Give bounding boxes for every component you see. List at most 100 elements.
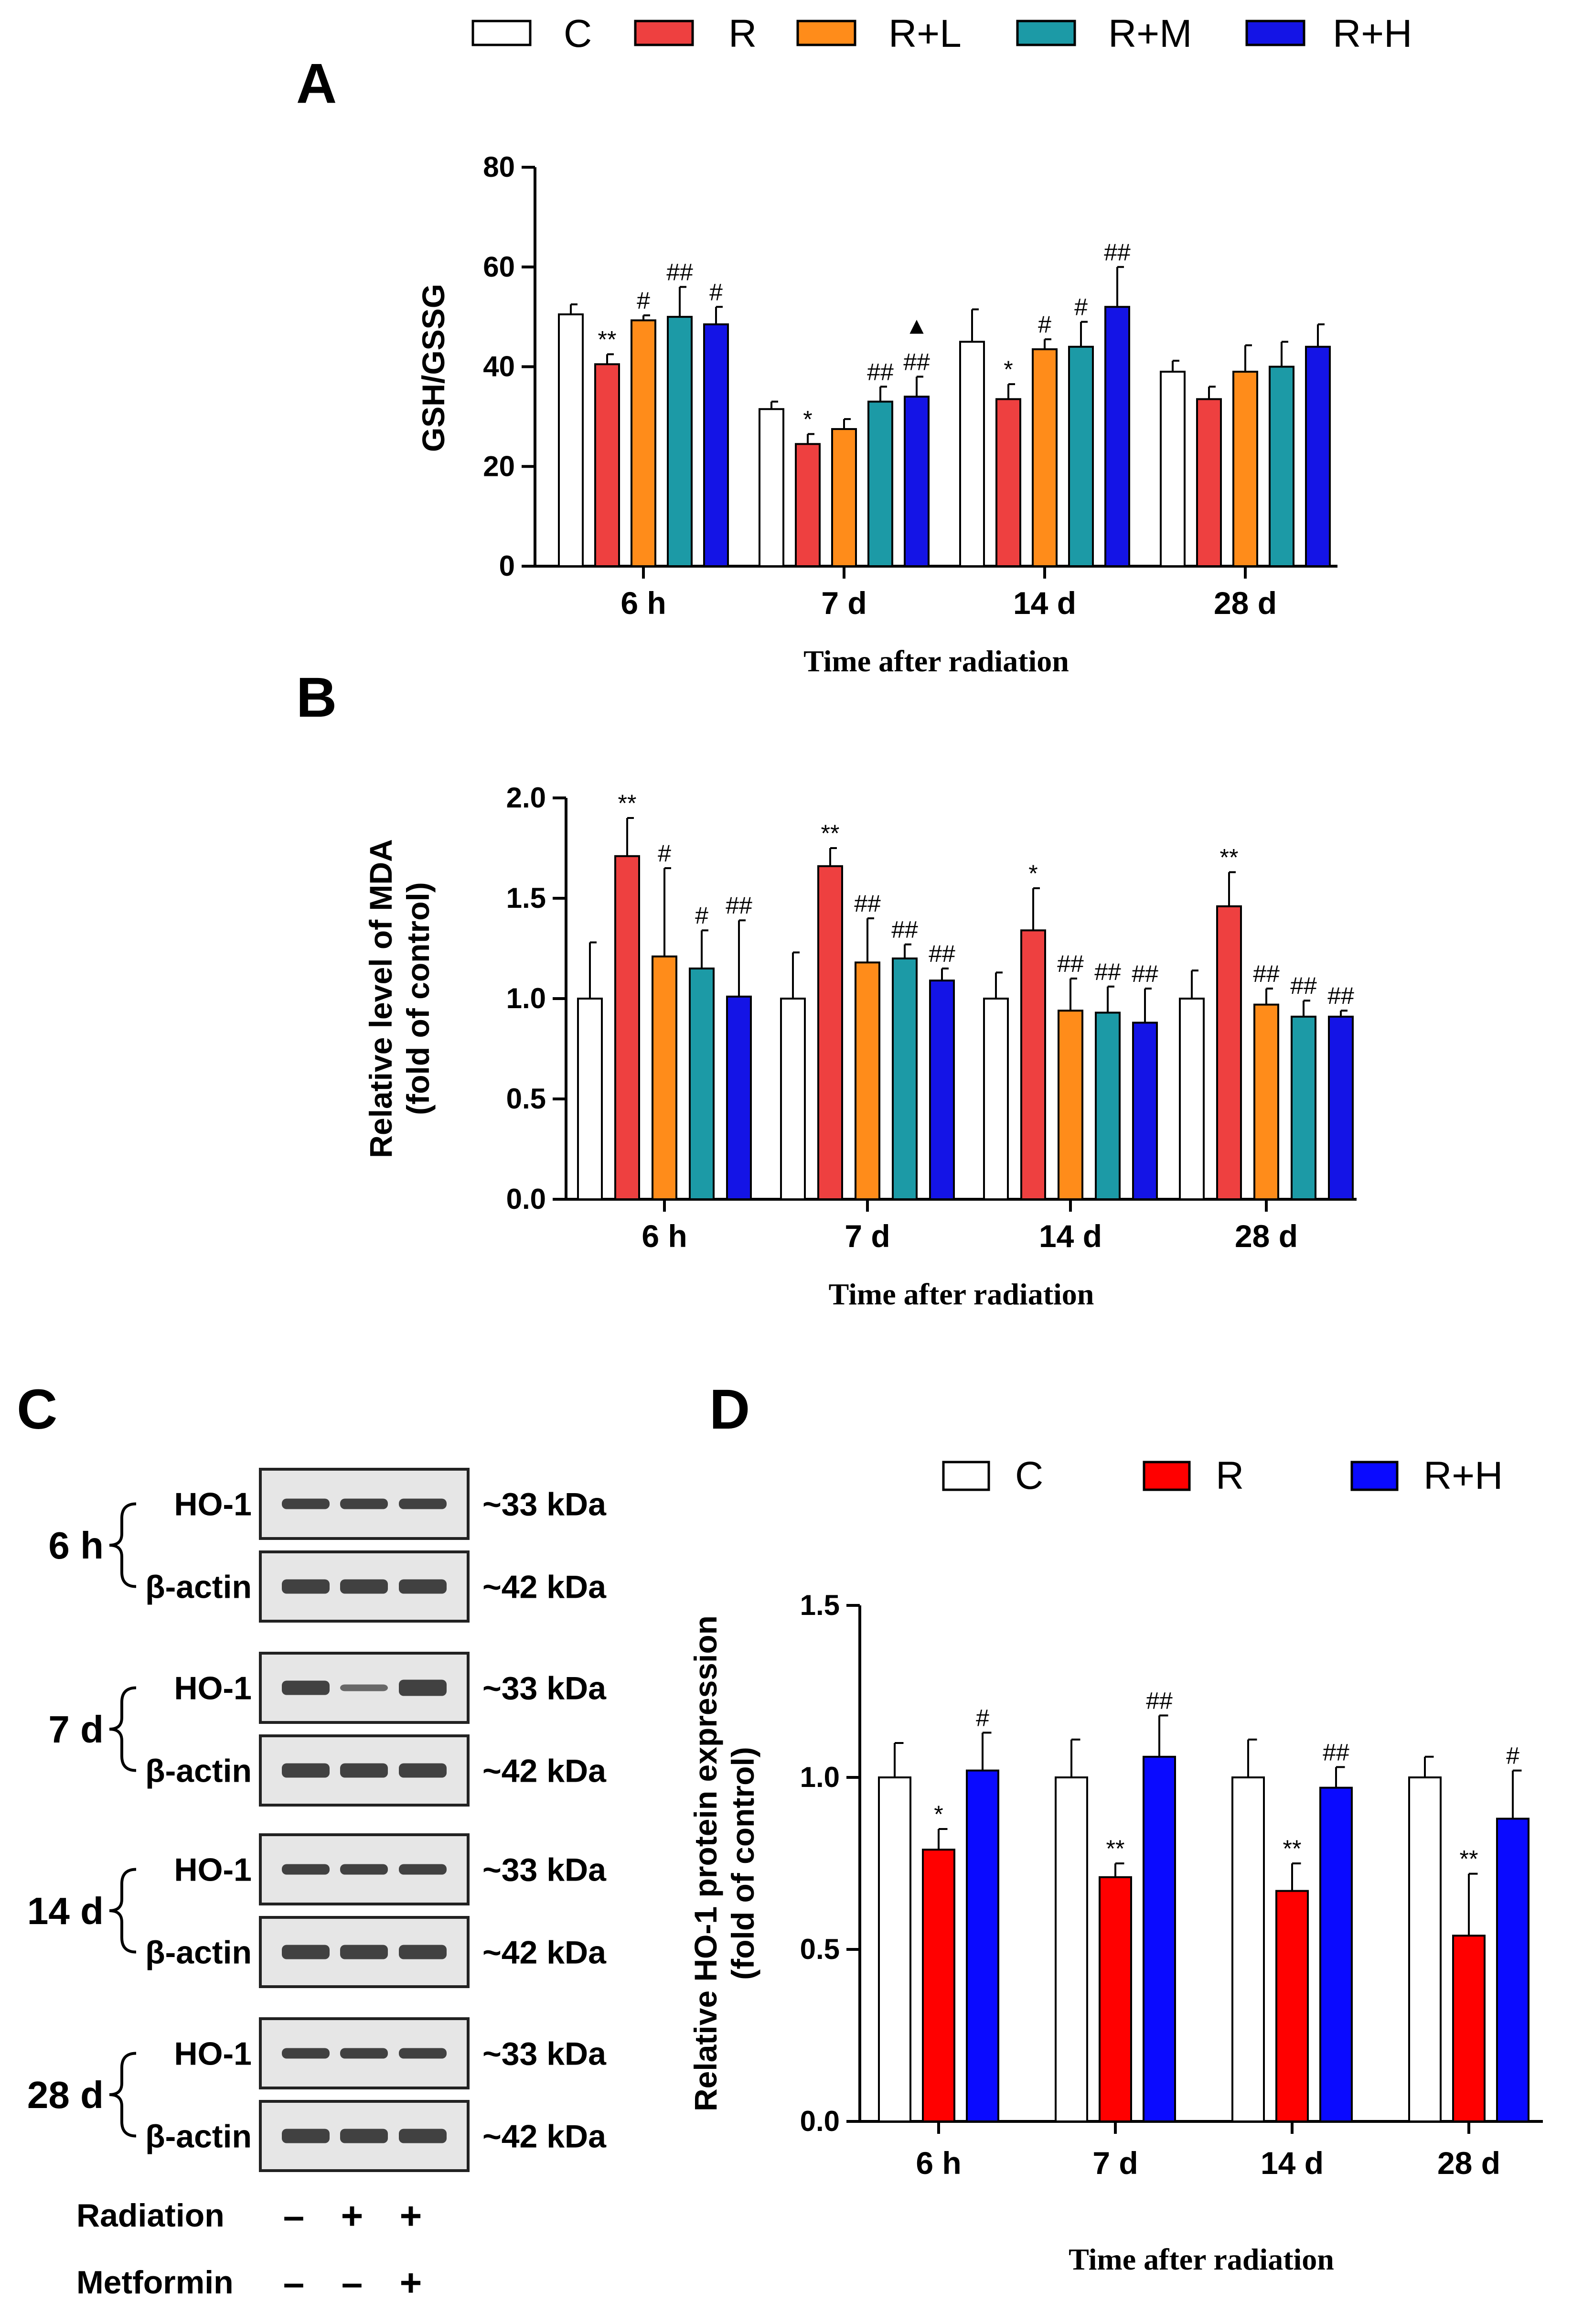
blot-band — [399, 1498, 447, 1509]
y-tick-label: 1.0 — [506, 982, 546, 1014]
brace — [109, 1502, 137, 1588]
blot-size-label: ~42 kDa — [482, 1569, 607, 1605]
y-axis-label-line: Relative HO-1 protein expression — [688, 1615, 723, 2111]
blot-band — [340, 1579, 388, 1594]
panel-letter-B: B — [296, 666, 337, 729]
x-tick-label: 28 d — [1437, 2145, 1500, 2181]
y-axis-label-line: GSH/GSSG — [416, 284, 451, 452]
legend-swatch-RL — [796, 20, 856, 46]
bar — [1095, 1011, 1121, 1200]
bar — [1291, 1015, 1316, 1201]
y-tick-label: 1.0 — [800, 1761, 840, 1793]
y-tick-label: 1.5 — [800, 1589, 840, 1621]
significance-label: ## — [891, 916, 918, 943]
chart-b: 0.00.51.01.52.06 h**## ##7 d**######14 d*… — [363, 782, 1357, 1311]
bar — [1055, 1776, 1088, 2122]
x-tick-label: 6 h — [916, 2145, 961, 2181]
bar — [1020, 929, 1046, 1200]
legend-swatch-RM — [1016, 20, 1076, 46]
bar — [1216, 905, 1242, 1201]
blot-protein-label: HO-1 — [174, 1486, 252, 1523]
blot-band — [282, 1945, 330, 1959]
blot-band — [282, 2048, 330, 2059]
top-legend: C R R+L R+M R+H — [471, 12, 1412, 55]
blot-protein-label: β-actin — [145, 1935, 252, 1971]
x-axis-label: Time after radiation — [829, 1277, 1094, 1311]
significance-label: ## — [903, 348, 930, 375]
significance-label: ## — [867, 358, 894, 385]
bar — [1452, 1935, 1486, 2122]
radiation-sign: – — [283, 2195, 305, 2237]
bar — [795, 443, 821, 567]
significance-label: ## — [726, 892, 752, 919]
significance-label: ## — [1253, 960, 1280, 987]
bar — [1275, 1890, 1309, 2123]
bar — [922, 1849, 955, 2122]
blot-size-label: ~33 kDa — [482, 1486, 607, 1523]
chart-d-legend: C R R+H — [942, 1454, 1503, 1497]
x-tick-label: 28 d — [1235, 1218, 1298, 1254]
blot-band — [399, 2129, 447, 2143]
bar — [1104, 306, 1130, 567]
x-tick-label: 6 h — [620, 585, 666, 621]
blot-band — [399, 1945, 447, 1959]
blot-protein-label: β-actin — [145, 1753, 252, 1789]
x-tick-label: 14 d — [1013, 585, 1076, 621]
blot-band — [399, 2048, 447, 2059]
legend-swatch-C — [471, 20, 532, 46]
bar — [614, 855, 640, 1201]
bar — [855, 961, 880, 1201]
bar — [1068, 345, 1094, 567]
significance-label: ## — [1146, 1687, 1173, 1714]
significance-label: ## — [929, 940, 955, 967]
blot-band — [340, 2129, 388, 2143]
bar — [1099, 1876, 1132, 2123]
legend-label-RH: R+H — [1333, 12, 1412, 55]
y-tick-label: 20 — [483, 450, 515, 482]
significance-label: ## — [1057, 950, 1084, 977]
blot-time-label: 14 d — [27, 1890, 104, 1932]
bar — [759, 408, 784, 567]
blot-group: HO-1 ~33 kDa β-actin ~42 kDa 6 h — [48, 1468, 607, 1623]
y-tick-label: 0.0 — [506, 1183, 546, 1215]
bar — [959, 341, 985, 567]
bar — [867, 400, 893, 567]
blot-time-label: 7 d — [48, 1708, 104, 1751]
bar — [1328, 1015, 1354, 1201]
significance-label: ## — [1323, 1739, 1349, 1765]
bar — [966, 1769, 999, 2123]
western-blot: HO-1 ~33 kDa β-actin ~42 kDa 6 h HO-1 ~33 kDa β… — [27, 1468, 607, 2304]
blot-band — [399, 1864, 447, 1875]
bar — [1496, 1818, 1530, 2122]
bar — [703, 323, 729, 567]
significance-label: # — [1038, 311, 1051, 338]
panel-letter-C: C — [17, 1378, 57, 1441]
blot-band — [282, 1579, 330, 1594]
legend-label-R: R — [728, 12, 757, 55]
significance-label: * — [1028, 860, 1038, 887]
d-legend-swatch-R — [1143, 1461, 1191, 1491]
y-tick-label: 40 — [483, 351, 515, 383]
blot-protein-label: β-actin — [145, 2119, 252, 2155]
bar — [1269, 366, 1294, 567]
bar — [1231, 1776, 1265, 2122]
significance-label: ** — [598, 326, 617, 353]
significance-label: * — [803, 406, 812, 432]
bar — [1032, 348, 1058, 567]
x-tick-label: 14 d — [1039, 1218, 1102, 1254]
d-legend-swatch-C — [942, 1461, 990, 1491]
bar — [577, 998, 603, 1200]
blot-band — [282, 1498, 330, 1509]
blot-protein-label: HO-1 — [174, 1852, 252, 1888]
x-tick-label: 6 h — [642, 1218, 687, 1254]
blot-protein-label: β-actin — [145, 1569, 252, 1605]
blot-size-label: ~33 kDa — [482, 1852, 607, 1888]
legend-swatch-R — [634, 20, 694, 46]
significance-label: ** — [1220, 844, 1239, 871]
significance-label: ** — [1283, 1835, 1302, 1862]
metformin-label: Metformin — [76, 2264, 234, 2301]
significance-label: ## — [666, 259, 693, 286]
x-tick-label: 28 d — [1214, 585, 1277, 621]
